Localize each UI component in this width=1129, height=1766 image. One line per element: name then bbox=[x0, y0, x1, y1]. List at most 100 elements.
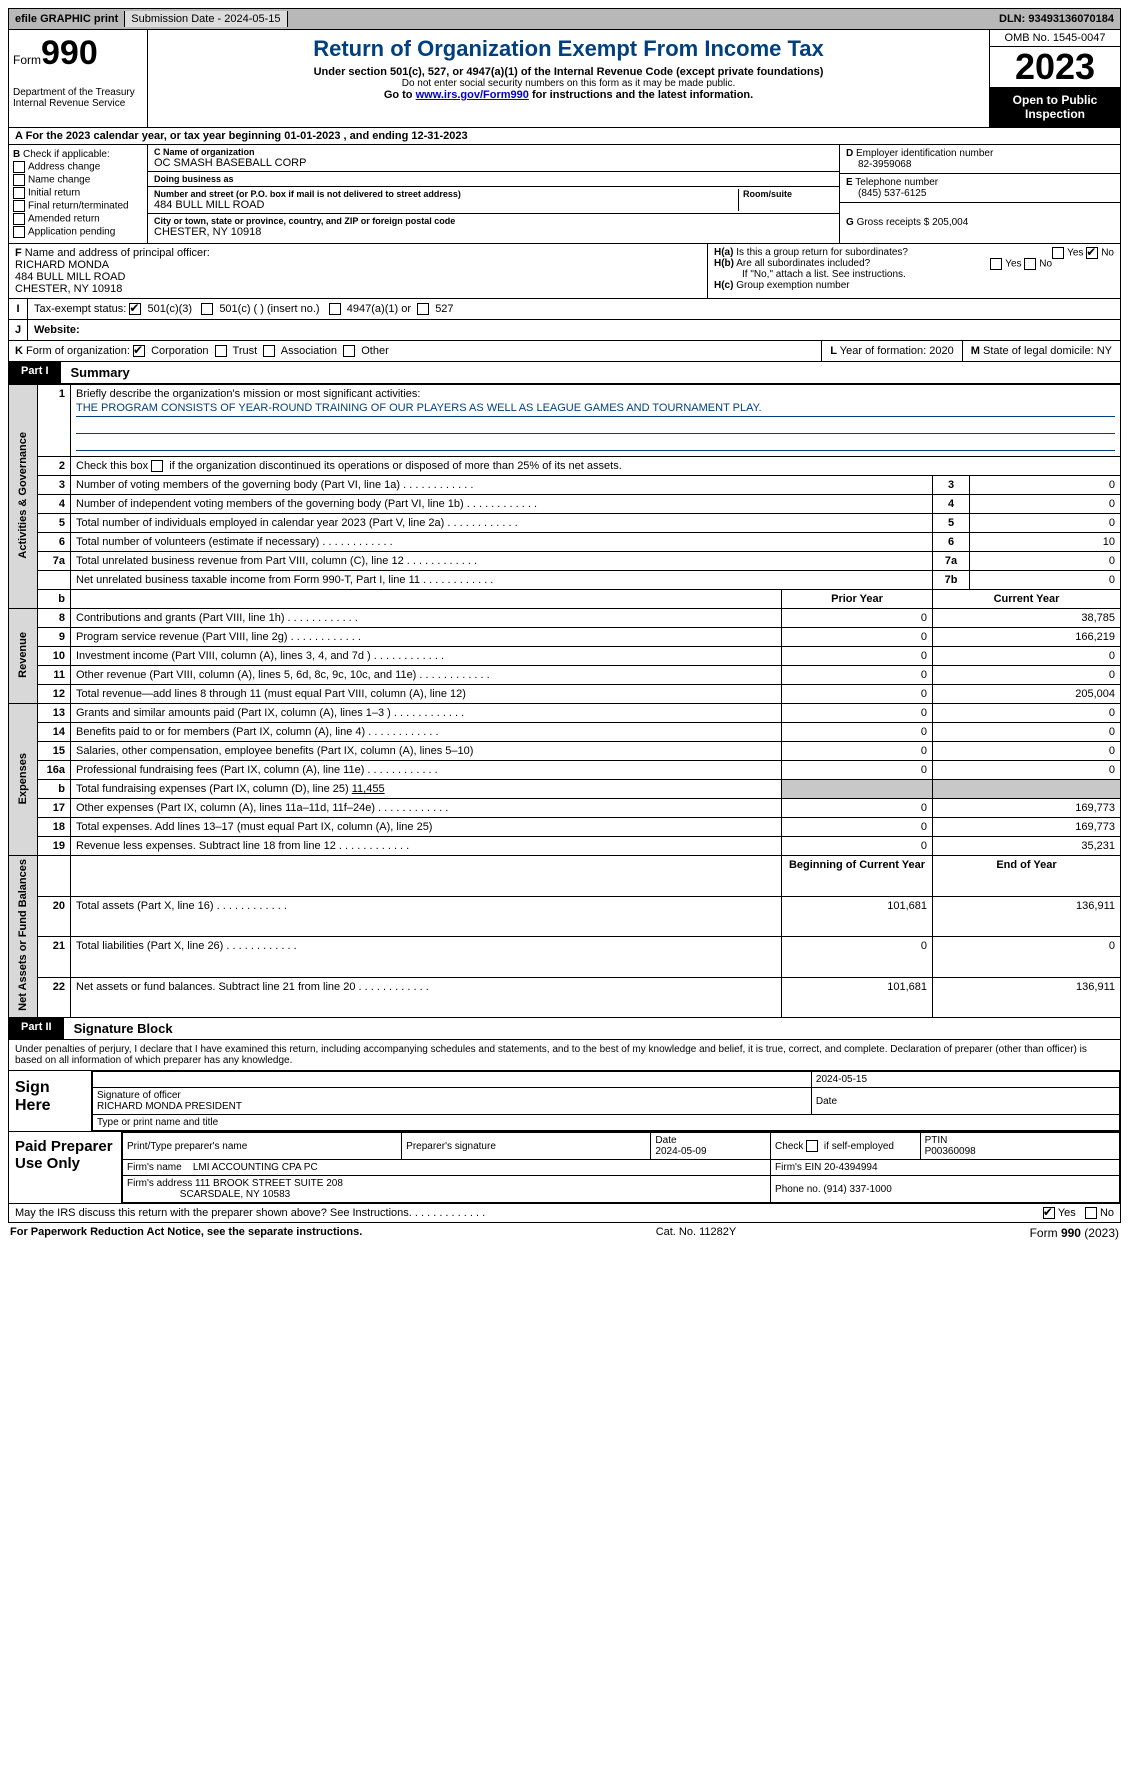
ha-yes[interactable] bbox=[1052, 247, 1064, 259]
form-word: Form bbox=[13, 53, 41, 67]
l8-prior: 0 bbox=[782, 609, 933, 628]
prep-date: 2024-05-09 bbox=[655, 1146, 706, 1157]
perjury-decl: Under penalties of perjury, I declare th… bbox=[8, 1040, 1121, 1071]
col-right: D Employer identification number 82-3959… bbox=[839, 145, 1120, 243]
discuss-yes[interactable] bbox=[1043, 1207, 1055, 1219]
l19-curr: 35,231 bbox=[933, 837, 1121, 856]
discuss-no[interactable] bbox=[1085, 1207, 1097, 1219]
hb-yes[interactable] bbox=[990, 258, 1002, 270]
irs-link[interactable]: www.irs.gov/Form990 bbox=[416, 89, 529, 101]
l4-text: Number of independent voting members of … bbox=[76, 498, 464, 510]
chk-name-change[interactable]: Name change bbox=[13, 174, 143, 186]
officer-sig-name: RICHARD MONDA PRESIDENT bbox=[97, 1101, 242, 1112]
goto-pre: Go to bbox=[384, 89, 416, 101]
q1: Briefly describe the organization's miss… bbox=[76, 388, 420, 400]
form-header: Form990 Department of the Treasury Inter… bbox=[8, 30, 1121, 128]
phone-lbl: Telephone number bbox=[855, 177, 938, 188]
l8-curr: 38,785 bbox=[933, 609, 1121, 628]
firm-phone: (914) 337-1000 bbox=[823, 1184, 891, 1195]
l4-val: 0 bbox=[970, 495, 1121, 514]
chk-discontinued[interactable] bbox=[151, 460, 163, 472]
l7b-val: 0 bbox=[970, 571, 1121, 590]
type-print-lbl: Type or print name and title bbox=[93, 1115, 1120, 1131]
addr-lbl: Number and street (or P.O. box if mail i… bbox=[154, 189, 734, 199]
firm-name: LMI ACCOUNTING CPA PC bbox=[193, 1162, 318, 1173]
officer-name: RICHARD MONDA bbox=[15, 259, 109, 271]
f-h-row: F Name and address of principal officer:… bbox=[8, 244, 1121, 299]
year-formation: 2020 bbox=[929, 345, 953, 357]
dept-treasury: Department of the Treasury Internal Reve… bbox=[13, 87, 143, 109]
l6-val: 10 bbox=[970, 533, 1121, 552]
paid-title: Paid Preparer Use Only bbox=[9, 1132, 122, 1203]
hdr-curr: Current Year bbox=[933, 590, 1121, 609]
l8-text: Contributions and grants (Part VIII, lin… bbox=[76, 612, 285, 624]
chk-app-pending[interactable]: Application pending bbox=[13, 226, 143, 238]
ein-val: 82-3959068 bbox=[858, 159, 911, 170]
chk-527[interactable] bbox=[417, 303, 429, 315]
chk-assoc[interactable] bbox=[263, 345, 275, 357]
l20-end: 136,911 bbox=[933, 896, 1121, 936]
officer-addr: 484 BULL MILL ROAD bbox=[15, 271, 125, 283]
chk-initial-return[interactable]: Initial return bbox=[13, 187, 143, 199]
gross-lbl: Gross receipts $ bbox=[857, 217, 930, 228]
l3-box: 3 bbox=[933, 476, 970, 495]
calendar-text: For the 2023 calendar year, or tax year … bbox=[26, 130, 468, 142]
form-subtitle: Under section 501(c), 527, or 4947(a)(1)… bbox=[156, 66, 981, 78]
top-bar: efile GRAPHIC print Submission Date - 20… bbox=[8, 8, 1121, 30]
part2-lbl: Part II bbox=[9, 1018, 64, 1039]
part1-title: Summary bbox=[61, 362, 140, 383]
l16b-val: 11,455 bbox=[352, 783, 385, 795]
c-name-lbl: Name of organization bbox=[163, 147, 255, 157]
paid-preparer-block: Paid Preparer Use Only Print/Type prepar… bbox=[8, 1132, 1121, 1204]
form-footer: Form 990 (2023) bbox=[1030, 1226, 1119, 1240]
row-a-calendar: A For the 2023 calendar year, or tax yea… bbox=[8, 128, 1121, 145]
vlabel-gov: Activities & Governance bbox=[17, 432, 29, 559]
city-lbl: City or town, state or province, country… bbox=[154, 216, 833, 226]
k-lbl: Form of organization: bbox=[26, 345, 130, 357]
chk-amended[interactable]: Amended return bbox=[13, 213, 143, 225]
chk-selfemp-text: Check if self-employed bbox=[775, 1141, 894, 1152]
chk-501c[interactable] bbox=[201, 303, 213, 315]
ha-q: Is this a group return for subordinates? bbox=[736, 247, 908, 258]
efile-label[interactable]: efile GRAPHIC print bbox=[9, 11, 125, 27]
hb-q: Are all subordinates included? bbox=[736, 258, 870, 269]
row-j: J Website: bbox=[8, 320, 1121, 341]
website-lbl: Website: bbox=[34, 324, 80, 336]
chk-address-change[interactable]: Address change bbox=[13, 161, 143, 173]
footer: For Paperwork Reduction Act Notice, see … bbox=[8, 1223, 1121, 1243]
sig-lbl: Signature of officer bbox=[97, 1090, 181, 1101]
chk-selfemp[interactable] bbox=[806, 1140, 818, 1152]
sign-here-block: Sign Here 2024-05-15 Signature of office… bbox=[8, 1071, 1121, 1132]
col-c: C Name of organization OC SMASH BASEBALL… bbox=[148, 145, 839, 243]
ein-lbl: Employer identification number bbox=[856, 148, 993, 159]
ptin-val: P00360098 bbox=[925, 1146, 976, 1157]
discuss-q: May the IRS discuss this return with the… bbox=[15, 1207, 412, 1219]
chk-other[interactable] bbox=[343, 345, 355, 357]
cat-no: Cat. No. 11282Y bbox=[656, 1226, 737, 1240]
sign-date: 2024-05-15 bbox=[811, 1072, 1119, 1088]
m-lbl: State of legal domicile: bbox=[983, 345, 1094, 357]
phone-val: (845) 537-6125 bbox=[858, 188, 926, 199]
col-b: B Check if applicable: Address change Na… bbox=[9, 145, 148, 243]
sig-date-lbl: Date bbox=[811, 1088, 1119, 1115]
l5-text: Total number of individuals employed in … bbox=[76, 517, 444, 529]
officer-city: CHESTER, NY 10918 bbox=[15, 283, 122, 295]
chk-corp[interactable] bbox=[133, 345, 145, 357]
chk-trust[interactable] bbox=[215, 345, 227, 357]
hb-no[interactable] bbox=[1024, 258, 1036, 270]
chk-4947[interactable] bbox=[329, 303, 341, 315]
mission-text: THE PROGRAM CONSISTS OF YEAR-ROUND TRAIN… bbox=[76, 402, 1115, 417]
dba-lbl: Doing business as bbox=[154, 174, 833, 184]
ha-no[interactable] bbox=[1086, 247, 1098, 259]
hdr-begin: Beginning of Current Year bbox=[782, 856, 933, 896]
hc-lbl: Group exemption number bbox=[736, 280, 849, 291]
b-label: Check if applicable: bbox=[23, 149, 110, 160]
l7a-val: 0 bbox=[970, 552, 1121, 571]
l6-text: Total number of volunteers (estimate if … bbox=[76, 536, 319, 548]
vlabel-net: Net Assets or Fund Balances bbox=[17, 859, 29, 1011]
omb-number: OMB No. 1545-0047 bbox=[990, 30, 1120, 47]
chk-501c3[interactable] bbox=[129, 303, 141, 315]
officer-lbl: Name and address of principal officer: bbox=[25, 247, 210, 259]
org-name: OC SMASH BASEBALL CORP bbox=[154, 157, 833, 169]
chk-final-return[interactable]: Final return/terminated bbox=[13, 200, 143, 212]
